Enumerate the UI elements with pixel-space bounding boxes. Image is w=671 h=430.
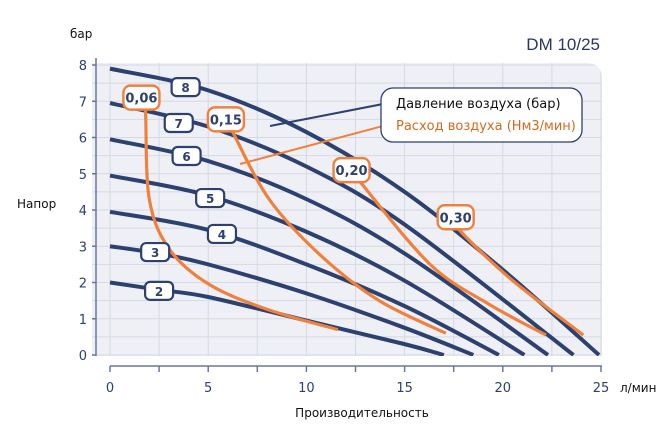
y-tick-label: 4 bbox=[79, 204, 87, 219]
legend-airflow: Расход воздуха (Нм3/мин) bbox=[396, 119, 576, 134]
pressure-label-box bbox=[171, 145, 202, 167]
pressure-curve-4 bbox=[109, 209, 500, 356]
legend-leader-airflow bbox=[239, 125, 384, 165]
legend-box bbox=[380, 87, 583, 143]
y-unit: бар bbox=[70, 27, 92, 41]
pressure-label: 6 bbox=[182, 150, 190, 164]
x-tick-label: 15 bbox=[396, 381, 413, 396]
y-tick-label: 2 bbox=[79, 277, 87, 292]
y-tick-label: 0 bbox=[79, 349, 87, 364]
y-tick-label: 3 bbox=[79, 240, 87, 255]
airflow-label: 0,15 bbox=[210, 113, 242, 128]
pressure-label-box bbox=[140, 241, 171, 263]
pressure-label-box bbox=[163, 112, 194, 134]
y-tick-label: 5 bbox=[79, 168, 87, 183]
airflow-label-box bbox=[332, 156, 371, 184]
airflow-label: 0,30 bbox=[440, 211, 472, 226]
pressure-label: 4 bbox=[218, 228, 226, 242]
pressure-label: 3 bbox=[151, 246, 159, 260]
chart-title: DM 10/25 bbox=[526, 35, 600, 54]
x-axis-label: Производительность bbox=[295, 406, 429, 420]
pressure-label: 8 bbox=[181, 81, 189, 95]
x-unit: л/мин bbox=[620, 381, 656, 395]
pressure-label: 7 bbox=[175, 117, 183, 131]
airflow-label: 0,20 bbox=[336, 164, 368, 179]
pressure-label-box bbox=[144, 280, 175, 301]
airflow-label-box bbox=[122, 84, 161, 111]
x-tick-label: 5 bbox=[204, 381, 212, 396]
x-tick-label: 25 bbox=[593, 381, 610, 396]
pressure-label: 2 bbox=[155, 285, 163, 299]
pressure-label: 5 bbox=[206, 192, 214, 206]
pressure-curve-5 bbox=[109, 173, 526, 356]
y-tick-label: 1 bbox=[79, 313, 87, 328]
y-axis-label: Напор bbox=[17, 197, 56, 211]
airflow-label: 0,06 bbox=[125, 92, 157, 107]
pressure-label-box bbox=[206, 223, 238, 245]
x-tick-label: 0 bbox=[106, 381, 114, 396]
y-tick-label: 6 bbox=[79, 132, 87, 147]
legend-leader-pressure bbox=[269, 103, 384, 127]
airflow-label-box bbox=[206, 106, 246, 133]
y-tick-label: 8 bbox=[79, 59, 87, 74]
x-tick-label: 10 bbox=[298, 381, 315, 396]
pressure-label-box bbox=[195, 187, 226, 209]
y-tick-label: 7 bbox=[79, 95, 87, 110]
airflow-label-box bbox=[436, 204, 475, 231]
x-tick-label: 20 bbox=[495, 381, 512, 396]
legend: Давление воздуха (бар) Расход воздуха (Н… bbox=[239, 87, 583, 165]
pressure-label-box bbox=[170, 77, 201, 98]
legend-pressure: Давление воздуха (бар) bbox=[396, 97, 561, 112]
